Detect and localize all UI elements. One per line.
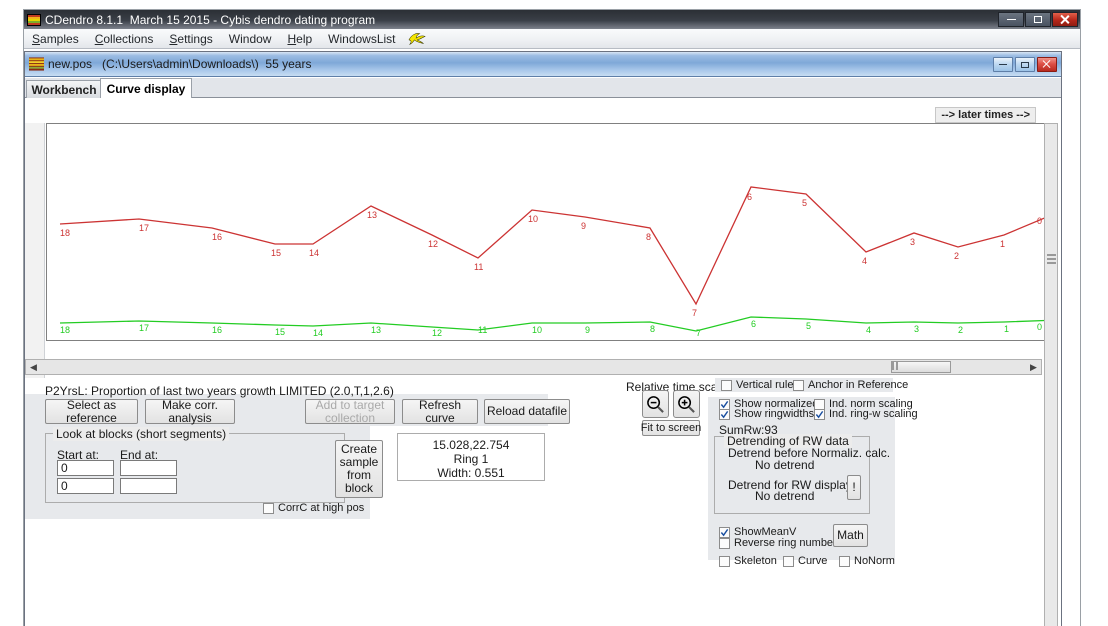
svg-text:0: 0: [1037, 322, 1042, 332]
svg-text:15: 15: [271, 248, 281, 258]
svg-text:17: 17: [139, 323, 149, 333]
svg-text:12: 12: [428, 239, 438, 249]
svg-text:14: 14: [309, 248, 319, 258]
svg-text:4: 4: [866, 325, 871, 335]
svg-text:18: 18: [60, 228, 70, 238]
svg-text:0: 0: [1037, 216, 1042, 226]
svg-text:11: 11: [474, 262, 483, 272]
svg-text:8: 8: [646, 232, 651, 242]
svg-text:16: 16: [212, 232, 222, 242]
svg-text:13: 13: [371, 325, 381, 335]
svg-text:7: 7: [692, 308, 697, 318]
svg-text:5: 5: [806, 321, 811, 331]
svg-text:10: 10: [532, 325, 542, 335]
svg-text:11: 11: [478, 325, 487, 335]
svg-text:16: 16: [212, 325, 222, 335]
svg-text:15: 15: [275, 327, 285, 336]
svg-text:2: 2: [958, 325, 963, 335]
svg-text:18: 18: [60, 325, 70, 335]
svg-text:1: 1: [1000, 239, 1005, 249]
svg-text:6: 6: [747, 192, 752, 202]
svg-text:6: 6: [751, 319, 756, 329]
svg-text:5: 5: [802, 198, 807, 208]
svg-text:10: 10: [528, 214, 538, 224]
svg-text:3: 3: [910, 237, 915, 247]
svg-text:2: 2: [954, 251, 959, 261]
svg-text:14: 14: [313, 328, 323, 336]
svg-text:17: 17: [139, 223, 149, 233]
svg-text:7: 7: [696, 328, 701, 336]
svg-text:12: 12: [432, 328, 442, 336]
svg-text:1: 1: [1004, 324, 1009, 334]
svg-text:8: 8: [650, 324, 655, 334]
svg-text:3: 3: [914, 324, 919, 334]
svg-text:9: 9: [585, 325, 590, 335]
svg-text:13: 13: [367, 210, 377, 220]
svg-text:9: 9: [581, 221, 586, 231]
svg-text:4: 4: [862, 256, 867, 266]
